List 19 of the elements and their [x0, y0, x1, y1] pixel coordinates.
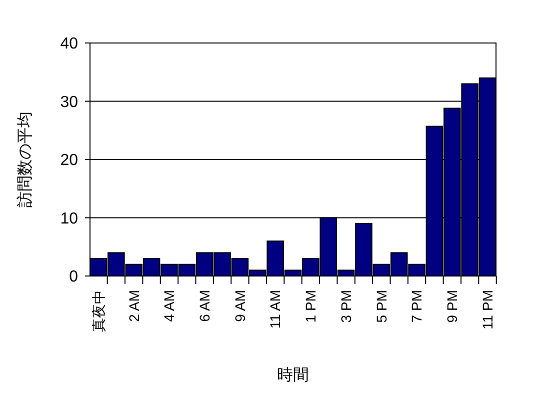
- x-tick-label: 6 AM: [196, 290, 212, 322]
- x-axis-title: 時間: [277, 366, 309, 384]
- y-tick-label: 10: [60, 210, 78, 228]
- x-tick-label: 真夜中: [90, 290, 106, 332]
- x-tick-label: 9 AM: [232, 290, 248, 322]
- x-tick-label: 3 PM: [338, 290, 354, 323]
- x-tick-label: 4 AM: [161, 290, 178, 322]
- y-tick-label: 40: [60, 36, 78, 53]
- x-tick-label: 2 AM: [126, 290, 142, 322]
- x-tick-label: 11 PM: [479, 290, 496, 330]
- y-tick-label: 30: [60, 94, 78, 111]
- y-tick-label: 0: [69, 268, 78, 286]
- y-axis-title: 訪問数の平均: [16, 112, 34, 208]
- x-tick-label: 1 PM: [302, 290, 319, 323]
- x-tick-label: 9 PM: [444, 290, 460, 323]
- x-tick-label: 5 PM: [373, 290, 390, 323]
- x-tick-label: 7 PM: [408, 290, 425, 323]
- x-tick-label: 11 AM: [267, 290, 284, 329]
- y-tick-label: 20: [60, 152, 78, 170]
